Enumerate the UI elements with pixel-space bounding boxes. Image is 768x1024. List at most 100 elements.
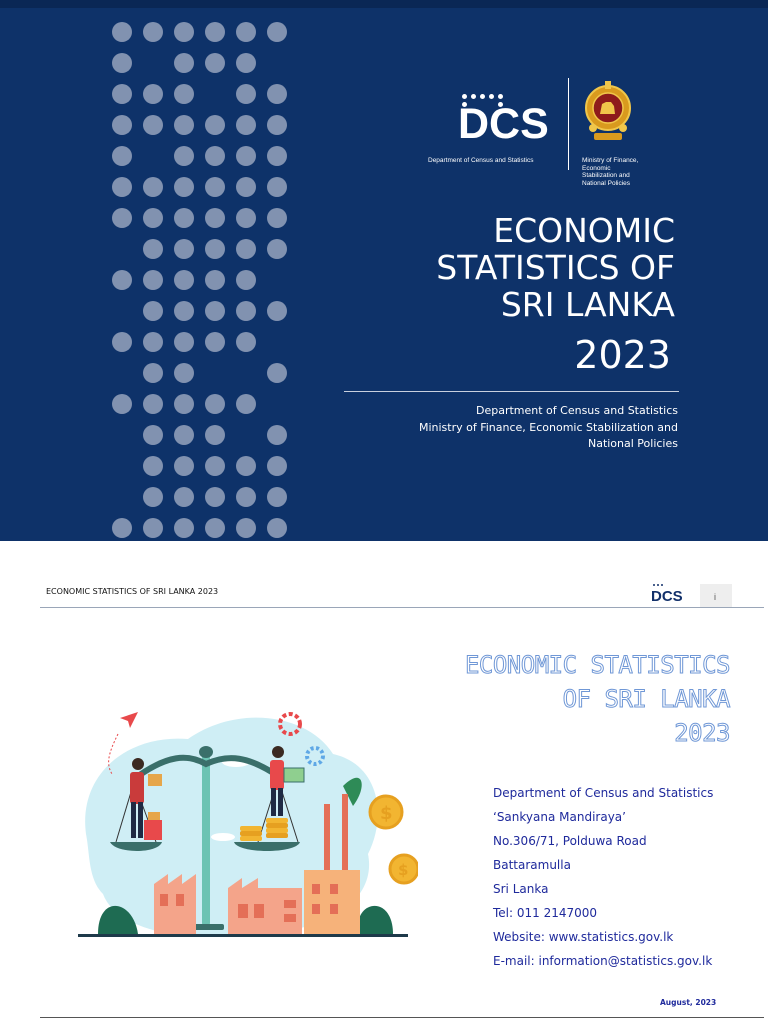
decorative-dot	[112, 394, 132, 414]
address-line: ‘Sankyana Mandiraya’	[493, 810, 626, 824]
dcs-logo: DCS	[458, 100, 549, 148]
decorative-dot	[205, 456, 225, 476]
decorative-dot	[174, 363, 194, 383]
decorative-dot	[174, 301, 194, 321]
decorative-dot	[267, 208, 287, 228]
decorative-dot	[143, 394, 163, 414]
decorative-dot	[267, 22, 287, 42]
decorative-dot	[143, 84, 163, 104]
address-line: No.306/71, Polduwa Road	[493, 834, 647, 848]
address-line: Sri Lanka	[493, 882, 549, 896]
cover-publisher: Department of Census and Statistics Mini…	[418, 404, 678, 450]
publication-date: August, 2023	[660, 998, 717, 1007]
decorative-dot	[143, 177, 163, 197]
decorative-dot	[236, 239, 256, 259]
page-number: i	[714, 592, 716, 602]
decorative-dot	[236, 84, 256, 104]
decorative-dot	[143, 239, 163, 259]
decorative-dot	[174, 270, 194, 290]
page-number-tab: i	[700, 584, 732, 608]
decorative-dot	[205, 146, 225, 166]
cover-title: ECONOMIC STATISTICS OF SRI LANKA	[436, 211, 675, 324]
decorative-dot	[267, 146, 287, 166]
decorative-dot	[205, 53, 225, 73]
decorative-dot	[143, 22, 163, 42]
sri-lanka-emblem-icon	[585, 81, 631, 140]
decorative-dot	[205, 425, 225, 445]
header-rule	[40, 607, 764, 608]
mini-dcs-dots	[653, 584, 665, 587]
ministry-caption: Ministry of Finance, Economic Stabilizat…	[582, 157, 639, 187]
decorative-dot	[174, 394, 194, 414]
decorative-dot	[112, 332, 132, 352]
decorative-dot	[112, 84, 132, 104]
decorative-dot	[112, 53, 132, 73]
cover-divider	[344, 391, 679, 392]
decorative-dot	[112, 270, 132, 290]
email-line: E-mail: information@statistics.gov.lk	[493, 954, 713, 968]
decorative-dot	[205, 239, 225, 259]
decorative-dot	[267, 487, 287, 507]
decorative-dot	[267, 84, 287, 104]
decorative-dot	[236, 394, 256, 414]
cover-page: DCS Department of Census and Statistics …	[0, 0, 768, 541]
decorative-dot	[174, 208, 194, 228]
address-line: Department of Census and Statistics	[493, 786, 714, 800]
decorative-dot	[143, 425, 163, 445]
decorative-dot	[174, 84, 194, 104]
footer-rule	[40, 1017, 764, 1018]
cover-top-band	[0, 0, 768, 8]
decorative-dot	[205, 208, 225, 228]
decorative-dot	[143, 332, 163, 352]
decorative-dot	[174, 332, 194, 352]
decorative-dot	[267, 177, 287, 197]
decorative-dot	[112, 518, 132, 538]
address-block: Department of Census and Statistics ‘San…	[493, 781, 713, 973]
decorative-dot	[236, 115, 256, 135]
decorative-dot	[174, 146, 194, 166]
decorative-dot	[143, 487, 163, 507]
decorative-dot	[267, 518, 287, 538]
decorative-dot	[205, 22, 225, 42]
decorative-dot	[205, 115, 225, 135]
decorative-dot	[143, 363, 163, 383]
decorative-dot	[236, 53, 256, 73]
decorative-dot-pattern	[0, 0, 340, 541]
decorative-dot	[174, 425, 194, 445]
decorative-dot	[236, 301, 256, 321]
decorative-dot	[174, 239, 194, 259]
decorative-dot	[236, 518, 256, 538]
decorative-dot	[205, 487, 225, 507]
economy-balance-illustration: $ $	[78, 712, 418, 937]
decorative-dot	[143, 270, 163, 290]
cover-year: 2023	[574, 333, 671, 377]
decorative-dot	[236, 270, 256, 290]
decorative-dot	[112, 22, 132, 42]
decorative-dot	[174, 177, 194, 197]
svg-text:$: $	[398, 861, 408, 879]
decorative-dot	[205, 177, 225, 197]
decorative-dot	[143, 115, 163, 135]
header-dcs-logo: DCS	[651, 588, 683, 605]
decorative-dot	[143, 208, 163, 228]
decorative-dot	[174, 456, 194, 476]
decorative-dot	[236, 177, 256, 197]
decorative-dot	[205, 332, 225, 352]
logo-block: DCS Department of Census and Statistics …	[420, 78, 680, 193]
decorative-dot	[174, 22, 194, 42]
title-page: ECONOMIC STATISTICS OF SRI LANKA 2023 DC…	[0, 541, 768, 1024]
decorative-dot	[143, 301, 163, 321]
decorative-dot	[143, 518, 163, 538]
decorative-dot	[236, 487, 256, 507]
decorative-dot	[267, 363, 287, 383]
decorative-dot	[236, 208, 256, 228]
decorative-dot	[205, 270, 225, 290]
decorative-dot	[236, 146, 256, 166]
decorative-dot	[267, 115, 287, 135]
telephone-line: Tel: 011 2147000	[493, 906, 598, 920]
decorative-dot	[112, 177, 132, 197]
decorative-dot	[112, 146, 132, 166]
inner-title: ECONOMIC STATISTICS OF SRI LANKA 2023	[464, 651, 731, 748]
decorative-dot	[205, 394, 225, 414]
decorative-dot	[205, 518, 225, 538]
